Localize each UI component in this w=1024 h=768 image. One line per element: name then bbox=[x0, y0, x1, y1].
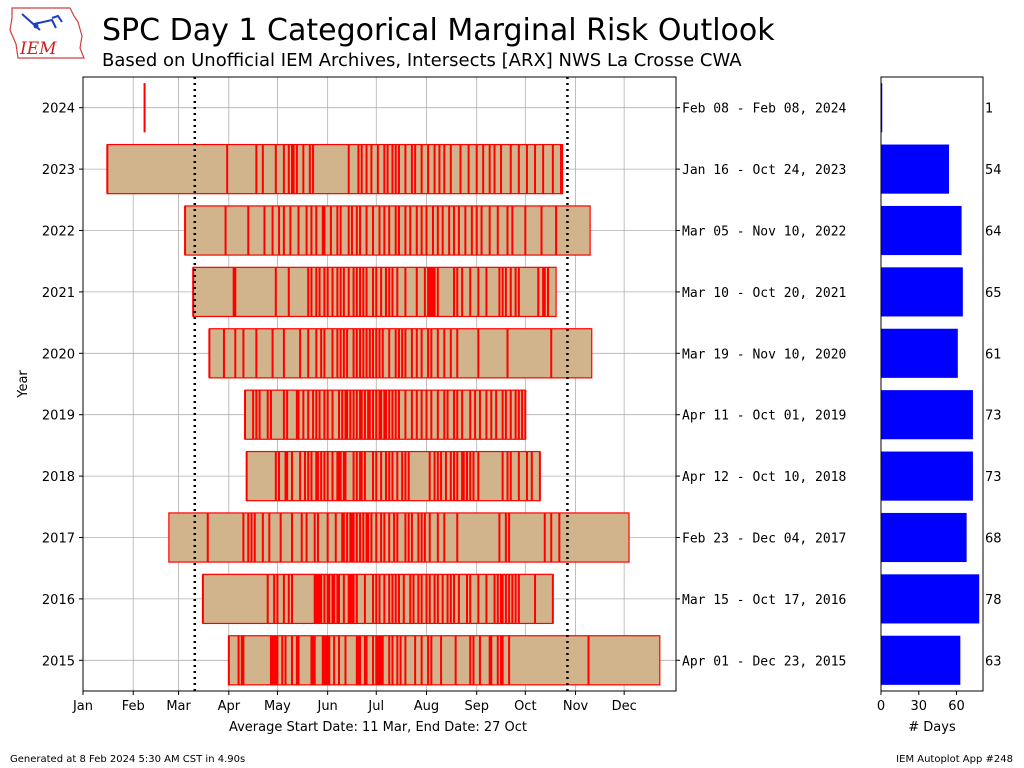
season-span-bar bbox=[184, 205, 591, 256]
season-span-bar bbox=[192, 266, 557, 318]
year-tick-label: 2016 bbox=[42, 593, 75, 608]
day-count-label: 78 bbox=[985, 593, 1002, 608]
x-axis-label: Average Start Date: 11 Mar, End Date: 27… bbox=[229, 720, 527, 735]
year-tick-label: 2019 bbox=[42, 409, 75, 424]
day-count-label: 63 bbox=[985, 654, 1002, 669]
month-tick-label: Nov bbox=[563, 699, 589, 714]
count-tick-labels: 0 30 60 bbox=[877, 691, 965, 714]
day-count-label: 64 bbox=[985, 225, 1002, 240]
month-tick-label: Sep bbox=[464, 699, 489, 714]
month-tick-label: Feb bbox=[122, 699, 145, 714]
day-count-bar bbox=[881, 328, 958, 378]
day-count-bars bbox=[881, 83, 980, 685]
month-tick-label: May bbox=[264, 699, 291, 714]
date-range-label: Mar 10 - Oct 20, 2021 bbox=[682, 286, 846, 301]
month-tick-labels: Jan Feb Mar Apr May Jun Jul Aug Sep Oct Nov Dec bbox=[72, 691, 637, 714]
chart-title: SPC Day 1 Categorical Marginal Risk Outl… bbox=[102, 13, 775, 48]
month-tick-label: Apr bbox=[218, 699, 241, 714]
day-count-bar bbox=[881, 512, 967, 563]
year-tick-label: 2018 bbox=[42, 470, 75, 485]
year-tick-label: 2020 bbox=[42, 347, 75, 362]
date-range-label: Apr 11 - Oct 01, 2019 bbox=[682, 409, 846, 424]
day-count-bar bbox=[881, 635, 961, 685]
month-tick-label: Jul bbox=[367, 699, 384, 714]
month-tick-label: Jan bbox=[72, 699, 93, 714]
day-count-bar bbox=[881, 205, 962, 256]
chart-subtitle: Based on Unofficial IEM Archives, Inters… bbox=[102, 50, 742, 71]
year-tick-labels: 2015 2016 2017 2018 2019 2020 2021 2022 2023 2024 bbox=[42, 102, 83, 669]
footer-generated: Generated at 8 Feb 2024 5:30 AM CST in 4… bbox=[10, 754, 245, 765]
station-dot-icon bbox=[33, 23, 39, 29]
year-tick-label: 2023 bbox=[42, 163, 75, 178]
count-value-labels: 63 78 68 73 73 61 65 64 54 1 bbox=[985, 102, 1002, 670]
season-span-bar bbox=[168, 512, 630, 563]
month-tick-label: Jun bbox=[316, 699, 337, 714]
count-tick-label: 30 bbox=[911, 699, 928, 714]
date-range-label: Mar 05 - Nov 10, 2022 bbox=[682, 225, 846, 240]
year-tick-label: 2017 bbox=[42, 532, 75, 547]
day-count-bar bbox=[881, 574, 980, 624]
day-count-bar bbox=[881, 267, 963, 317]
y-axis-label: Year bbox=[16, 370, 31, 399]
season-span-bar bbox=[106, 143, 564, 195]
date-range-label: Apr 12 - Oct 10, 2018 bbox=[682, 470, 846, 485]
count-axis-label: # Days bbox=[908, 720, 956, 735]
count-tick-label: 60 bbox=[948, 699, 965, 714]
season-span-bar bbox=[228, 635, 661, 686]
date-range-label: Mar 15 - Oct 17, 2016 bbox=[682, 593, 846, 608]
day-count-label: 73 bbox=[985, 409, 1002, 424]
year-tick-label: 2021 bbox=[42, 286, 75, 301]
day-count-label: 68 bbox=[985, 532, 1002, 547]
day-count-bar bbox=[881, 144, 949, 194]
count-tick-label: 0 bbox=[877, 699, 885, 714]
year-tick-label: 2022 bbox=[42, 225, 75, 240]
logo-text: IEM bbox=[19, 39, 57, 59]
date-range-label: Feb 23 - Dec 04, 2017 bbox=[682, 532, 846, 547]
date-range-label: Apr 01 - Dec 23, 2015 bbox=[682, 654, 846, 669]
main-plot-frame bbox=[82, 76, 677, 692]
day-count-label: 61 bbox=[985, 347, 1002, 362]
month-tick-label: Dec bbox=[612, 699, 637, 714]
iem-logo: IEM bbox=[9, 7, 85, 59]
date-range-label: Mar 19 - Nov 10, 2020 bbox=[682, 347, 846, 362]
day-count-label: 73 bbox=[985, 470, 1002, 485]
year-tick-label: 2015 bbox=[42, 654, 75, 669]
day-count-bar bbox=[881, 451, 973, 501]
date-range-label: Jan 16 - Oct 24, 2023 bbox=[682, 163, 846, 178]
average-date-lines bbox=[193, 77, 569, 691]
month-tick-label: Oct bbox=[514, 699, 536, 714]
date-range-label: Feb 08 - Feb 08, 2024 bbox=[682, 102, 847, 117]
season-span-bar bbox=[208, 328, 593, 379]
main-events bbox=[106, 83, 590, 685]
footer-app: IEM Autoplot App #248 bbox=[896, 754, 1013, 765]
date-range-labels: Apr 01 - Dec 23, 2015 Mar 15 - Oct 17, 20… bbox=[676, 102, 847, 669]
day-count-label: 65 bbox=[985, 286, 1002, 301]
day-count-label: 1 bbox=[985, 102, 993, 117]
year-tick-label: 2024 bbox=[42, 102, 75, 117]
count-plot-frame bbox=[880, 76, 984, 692]
month-tick-label: Mar bbox=[166, 699, 191, 714]
day-count-label: 54 bbox=[985, 163, 1002, 178]
day-count-bar bbox=[881, 390, 973, 440]
day-count-bar bbox=[881, 83, 883, 133]
month-tick-label: Aug bbox=[414, 699, 439, 714]
